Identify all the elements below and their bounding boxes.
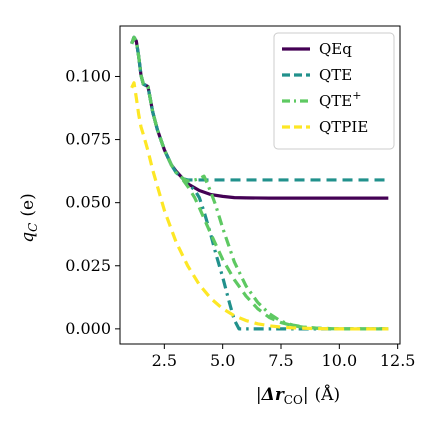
x-axis-label-unit: (Å) xyxy=(315,384,341,405)
x-tick-label-4: 12.5 xyxy=(380,351,416,370)
x-tick-label-2: 7.5 xyxy=(268,351,293,370)
x-axis-label-subscript: CO xyxy=(284,393,303,407)
y-axis-label-subscript: C xyxy=(26,223,40,232)
y-tick-label-4: 0.100 xyxy=(65,66,111,85)
legend-label-1: QTE xyxy=(319,66,352,84)
plot-frame xyxy=(119,25,401,345)
y-tick-label-0: 0.000 xyxy=(65,319,111,338)
legend: QEq QTE QTE+ QTPIE xyxy=(273,32,395,150)
x-axis-label-bar-open: | xyxy=(256,385,262,405)
series-line-4 xyxy=(181,178,389,331)
x-tick-label-3: 10.0 xyxy=(322,351,358,370)
y-tick-label-3: 0.075 xyxy=(65,130,111,149)
legend-label-sup-2: + xyxy=(352,89,361,102)
x-tick-label-0: 2.5 xyxy=(152,351,177,370)
y-tick-label-2: 0.050 xyxy=(65,193,111,212)
legend-label-2: QTE+ xyxy=(319,89,361,110)
series-line-5 xyxy=(130,81,389,331)
ticks-layer: 2.5 5.0 7.5 10.0 12.5 0.000 0.025 0.050 0.075 0.1… xyxy=(65,66,415,370)
y-tick-label-1: 0.025 xyxy=(65,256,111,275)
series-layer xyxy=(130,35,389,331)
x-axis-label: |ΔrCO| (Å) xyxy=(256,384,340,407)
y-axis-label-unit: (e) xyxy=(18,193,38,216)
legend-label-3: QTPIE xyxy=(319,118,368,136)
y-axis-label: qC (e) xyxy=(18,193,40,242)
x-axis-label-bar-close: | xyxy=(303,385,309,405)
y-axis-label-symbol: q xyxy=(18,232,38,243)
legend-label-0: QEq xyxy=(319,40,352,58)
legend-box xyxy=(273,32,395,150)
x-axis-label-symbol: Δr xyxy=(261,385,285,405)
x-tick-label-1: 5.0 xyxy=(210,351,235,370)
